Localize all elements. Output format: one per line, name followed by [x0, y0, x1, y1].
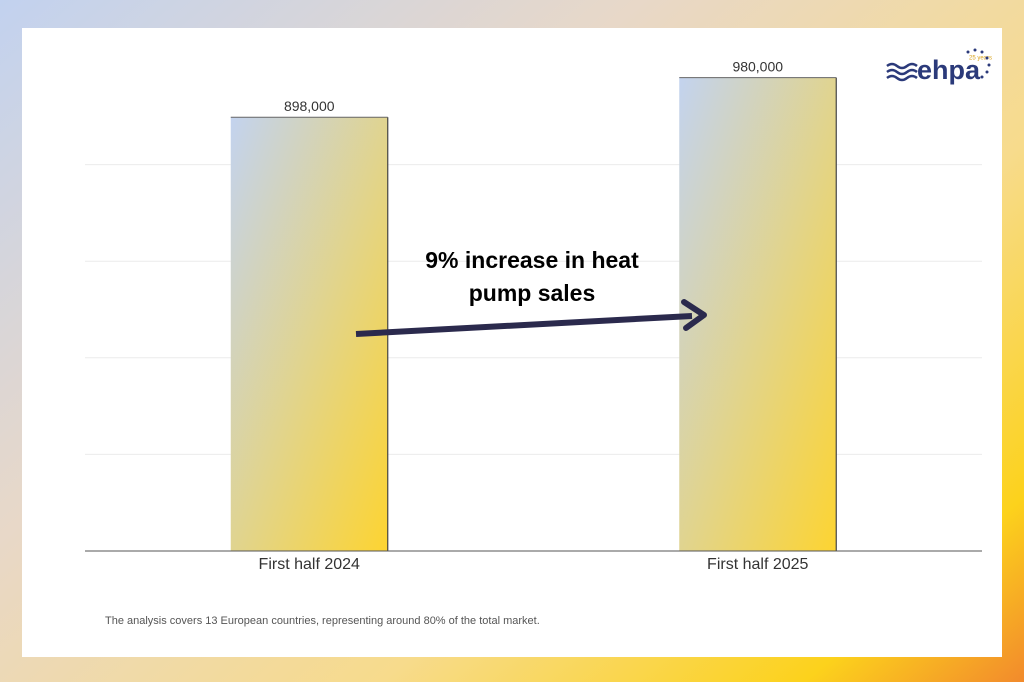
annotation: 9% increase in heat pump sales: [425, 247, 639, 306]
logo: ehpa 25 years: [886, 48, 992, 85]
x-tick-label: First half 2025: [707, 556, 808, 573]
arrow-shaft: [355, 313, 693, 337]
logo-text: ehpa: [917, 55, 981, 85]
logo-stars: [966, 48, 991, 79]
footnote: The analysis covers 13 European countrie…: [105, 615, 540, 627]
value-label: 980,000: [732, 58, 783, 74]
x-tick-label: First half 2024: [259, 556, 360, 573]
panel: [22, 28, 1002, 657]
arrow-head: [681, 299, 707, 331]
logo-waves: [886, 62, 918, 82]
value-label: 898,000: [284, 98, 335, 114]
logo-badge: 25 years: [969, 56, 992, 62]
